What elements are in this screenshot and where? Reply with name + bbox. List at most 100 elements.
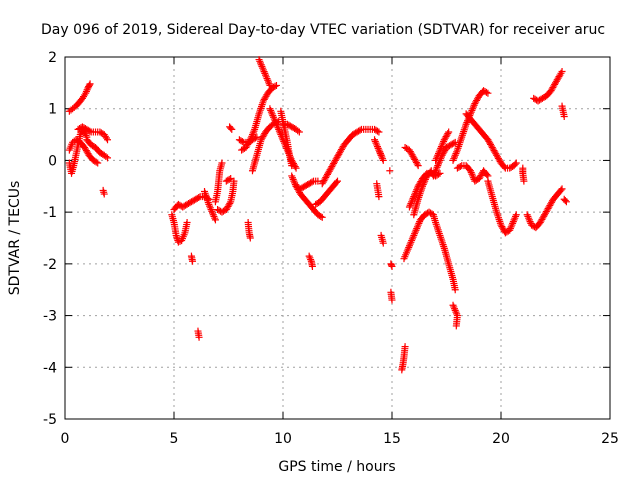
data-point bbox=[104, 154, 112, 162]
data-point bbox=[308, 262, 316, 270]
data-point bbox=[419, 182, 427, 190]
data-point bbox=[440, 137, 448, 145]
data-point bbox=[261, 69, 269, 77]
data-point bbox=[433, 163, 441, 171]
series-arc-15 bbox=[226, 123, 236, 133]
data-point bbox=[512, 212, 520, 220]
data-point bbox=[209, 209, 217, 217]
data-point bbox=[483, 171, 491, 179]
data-point bbox=[318, 213, 326, 221]
data-point bbox=[431, 168, 439, 176]
data-point bbox=[209, 211, 217, 219]
data-point bbox=[85, 81, 93, 89]
data-point bbox=[289, 175, 297, 183]
data-point bbox=[238, 137, 246, 145]
data-point bbox=[334, 177, 341, 185]
data-point bbox=[100, 190, 108, 198]
series-arc-30 bbox=[375, 146, 387, 164]
data-point bbox=[288, 172, 296, 180]
series-arc-25 bbox=[292, 177, 322, 193]
data-point bbox=[468, 170, 476, 178]
data-point bbox=[525, 214, 533, 222]
data-point bbox=[406, 201, 414, 209]
data-point bbox=[275, 127, 283, 135]
data-point bbox=[249, 129, 257, 137]
data-point bbox=[451, 306, 459, 314]
series-arc-17 bbox=[238, 81, 280, 154]
data-point bbox=[379, 239, 387, 247]
data-point bbox=[419, 181, 427, 189]
y-tick-label: 0 bbox=[48, 153, 57, 169]
series-arc-05 bbox=[83, 136, 112, 162]
data-point bbox=[449, 301, 457, 309]
data-point bbox=[411, 228, 419, 236]
data-point bbox=[82, 87, 90, 95]
x-tick-label: 25 bbox=[601, 431, 619, 447]
data-point bbox=[82, 89, 90, 97]
data-point bbox=[463, 119, 471, 127]
data-point bbox=[211, 214, 219, 222]
data-point bbox=[262, 71, 270, 79]
data-point bbox=[436, 146, 444, 154]
data-point bbox=[267, 106, 275, 114]
data-point bbox=[228, 125, 236, 133]
data-point bbox=[372, 139, 380, 147]
data-point bbox=[414, 162, 422, 170]
series-arc-37 bbox=[400, 208, 459, 294]
data-point bbox=[373, 141, 381, 149]
data-point bbox=[437, 143, 445, 151]
data-point bbox=[295, 128, 303, 136]
data-point bbox=[511, 214, 519, 222]
data-point bbox=[247, 134, 255, 142]
data-point bbox=[403, 247, 411, 255]
data-point bbox=[560, 112, 568, 120]
data-point bbox=[444, 130, 452, 138]
data-point bbox=[434, 151, 442, 159]
series-arc-49 bbox=[523, 185, 566, 232]
series-arc-50 bbox=[530, 67, 566, 105]
data-point bbox=[102, 153, 110, 161]
data-point bbox=[558, 67, 566, 75]
data-point bbox=[86, 80, 94, 88]
data-point bbox=[270, 113, 278, 121]
grid-layer bbox=[65, 57, 610, 419]
y-tick-label: -1 bbox=[43, 205, 57, 221]
data-point bbox=[265, 80, 273, 88]
series-arc-31 bbox=[373, 180, 383, 201]
series-arc-03 bbox=[65, 136, 102, 167]
data-point bbox=[268, 110, 276, 118]
data-point bbox=[376, 150, 384, 158]
data-point bbox=[561, 197, 569, 205]
data-point bbox=[469, 172, 477, 180]
series-arc-23 bbox=[279, 120, 303, 136]
data-point bbox=[411, 230, 419, 238]
data-point bbox=[225, 175, 233, 183]
series-arc-44 bbox=[449, 87, 492, 164]
data-point bbox=[356, 126, 364, 134]
data-point bbox=[526, 218, 534, 226]
series-arc-48 bbox=[519, 164, 528, 185]
data-point bbox=[305, 252, 313, 260]
data-point bbox=[272, 119, 280, 127]
data-point bbox=[248, 132, 256, 140]
data-point bbox=[421, 177, 429, 185]
data-point bbox=[420, 179, 428, 187]
data-point bbox=[314, 177, 322, 185]
data-point bbox=[524, 212, 532, 220]
data-point bbox=[408, 198, 416, 206]
data-point bbox=[413, 223, 421, 231]
data-point bbox=[469, 103, 477, 111]
data-point bbox=[206, 204, 214, 212]
data-point bbox=[439, 139, 447, 147]
data-point bbox=[467, 108, 475, 116]
y-tick-label: -2 bbox=[43, 257, 57, 273]
data-point bbox=[375, 146, 383, 154]
data-point bbox=[410, 193, 418, 201]
data-point bbox=[272, 81, 280, 89]
data-point bbox=[438, 141, 446, 149]
data-point bbox=[375, 128, 383, 136]
series-arc-47 bbox=[484, 177, 520, 237]
points-layer bbox=[65, 56, 570, 374]
data-point bbox=[205, 200, 213, 208]
data-point bbox=[450, 305, 458, 313]
